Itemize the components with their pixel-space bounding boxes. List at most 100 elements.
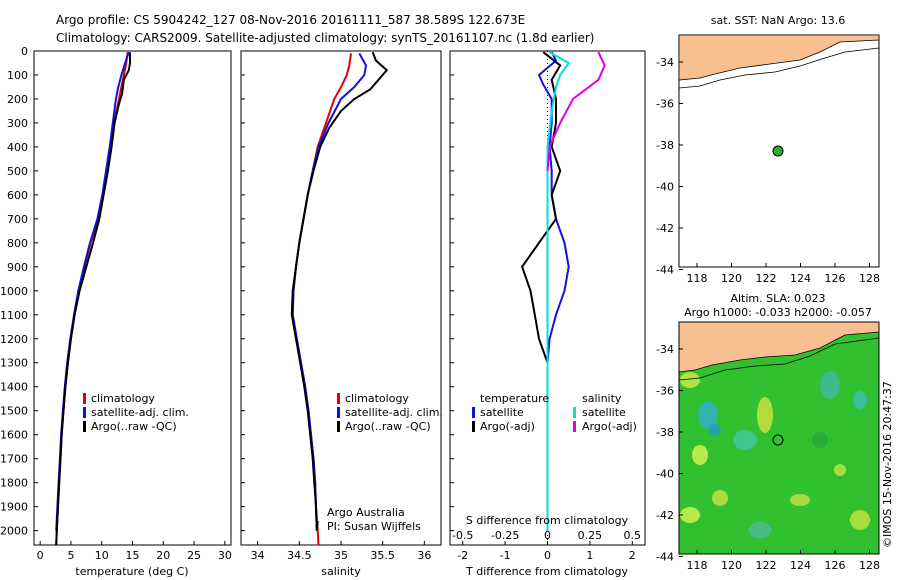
map-x-tick-label: 118 <box>687 272 708 285</box>
legend-swatch-argo <box>83 421 86 432</box>
sla-blob <box>680 372 700 388</box>
depth-tick-label: 1300 <box>0 357 28 370</box>
legend-swatch-argo <box>337 421 340 432</box>
legend-label: climatology <box>345 392 409 405</box>
map-x-tick-label: 124 <box>790 559 811 572</box>
sla-anomalies <box>680 371 870 538</box>
map-y-tick-label: -36 <box>656 98 674 111</box>
sla-blob <box>820 371 840 399</box>
map-y-tick-label: -34 <box>656 343 674 356</box>
depth-tick-label: 1900 <box>0 501 28 514</box>
depth-tick-label: 0 <box>21 45 28 58</box>
series-line <box>537 51 570 531</box>
map-bottom-ticks: -34 -36 -38 -40 -42 -44 118 120 122 124 126 128 <box>656 343 880 572</box>
salinity-panel <box>240 50 442 546</box>
depth-tick-label: 1600 <box>0 429 28 442</box>
series-line <box>546 51 571 531</box>
x-tick-label: 35 <box>334 549 348 562</box>
x-tick-label: 20 <box>156 549 170 562</box>
map-bottom-title-2: Argo h1000: -0.033 h2000: -0.057 <box>684 306 872 319</box>
x-tick-label: 35.5 <box>370 549 395 562</box>
series-line <box>291 52 368 531</box>
x-tick-label: 0 <box>544 549 551 562</box>
depth-tick-label: 200 <box>7 93 28 106</box>
legend-label: Argo(-adj) <box>582 420 637 433</box>
map-x-tick-label: 128 <box>859 559 880 572</box>
x-tick-label: 34.5 <box>287 549 312 562</box>
legend-swatch-climatology <box>83 393 86 404</box>
map-y-tick-label: -38 <box>656 139 674 152</box>
legend-title-salinity: salinity <box>582 392 622 405</box>
sla-blob <box>712 490 728 506</box>
legend-swatch-sal-argo <box>573 421 576 432</box>
argo-location-marker <box>772 434 784 446</box>
x-top-tick-label: -0.5 <box>452 529 473 542</box>
sla-blob <box>698 401 718 429</box>
depth-tick-label: 2000 <box>0 525 28 538</box>
depth-tick-label: 1100 <box>0 309 28 322</box>
difference-xlabel: T difference from climatology <box>465 565 628 578</box>
map-y-tick-label: -34 <box>656 56 674 69</box>
sla-blob <box>812 432 828 448</box>
map-x-tick-label: 122 <box>756 559 777 572</box>
x-top-tick-label: 0.5 <box>624 529 642 542</box>
map-top-ticks: -34 -36 -38 -40 -42 -44 118 120 122 124 126 128 <box>656 56 880 285</box>
depth-tick-label: 1700 <box>0 453 28 466</box>
isobath-line <box>679 337 879 381</box>
depth-tick-label: 900 <box>7 261 28 274</box>
difference-legend: temperature satellite Argo(-adj) salinit… <box>472 392 637 433</box>
title-line2: Climatology: CARS2009. Satellite-adjuste… <box>56 31 594 45</box>
x-tick-label: 2 <box>629 549 636 562</box>
difference-xlabel-top: S difference from climatology <box>466 514 629 527</box>
x-tick-label: -1 <box>500 549 511 562</box>
legend-swatch-sal-satellite <box>573 407 576 418</box>
map-x-tick-label: 120 <box>721 559 742 572</box>
legend-label: satellite-adj. clim. <box>345 406 443 419</box>
map-y-tick-label: -36 <box>656 385 674 398</box>
isobath-line <box>678 47 880 89</box>
legend-title-temperature: temperature <box>480 392 549 405</box>
x-tick-label: 36 <box>417 549 431 562</box>
map-y-tick-label: -44 <box>656 264 674 277</box>
x-top-tick-label: -0.25 <box>491 529 519 542</box>
map-y-tick-label: -38 <box>656 426 674 439</box>
legend-swatch-climatology <box>337 393 340 404</box>
depth-tick-label: 400 <box>7 141 28 154</box>
depth-tick-label: 1800 <box>0 477 28 490</box>
sla-blob <box>850 510 870 530</box>
sla-blob <box>757 397 773 433</box>
legend-swatch-temp-argo <box>472 421 475 432</box>
map-y-tick-label: -40 <box>656 181 674 194</box>
depth-tick-label: 1000 <box>0 285 28 298</box>
map-x-tick-label: 120 <box>721 272 742 285</box>
sla-blob <box>709 424 721 436</box>
series-line <box>291 53 352 546</box>
map-y-tick-label: -44 <box>656 551 674 564</box>
x-tick-label: 15 <box>126 549 140 562</box>
map-bottom <box>679 322 879 554</box>
credit-text: ©IMOS 15-Nov-2016 20:47:37 <box>881 381 894 548</box>
map-y-tick-label: -42 <box>656 222 674 235</box>
map-bottom-frame <box>678 321 880 555</box>
map-x-tick-label: 122 <box>756 272 777 285</box>
map-x-tick-label: 124 <box>790 272 811 285</box>
legend-swatch-temp-satellite <box>472 407 475 418</box>
legend-label: Argo(..raw -QC) <box>91 420 177 433</box>
depth-tick-label: 700 <box>7 213 28 226</box>
depth-tick-label: 1400 <box>0 381 28 394</box>
map-x-tick-label: 118 <box>687 559 708 572</box>
legend-label: climatology <box>91 392 155 405</box>
x-tick-label: 5 <box>67 549 74 562</box>
x-tick-label: 30 <box>218 549 232 562</box>
series-line <box>290 51 389 531</box>
depth-tick-label: 300 <box>7 117 28 130</box>
map-x-tick-label: 128 <box>859 272 880 285</box>
legend-label: satellite-adj. clim. <box>91 406 189 419</box>
sla-blob <box>834 464 846 476</box>
sla-blob <box>790 494 810 506</box>
legend-label: Argo(..raw -QC) <box>345 420 431 433</box>
map-y-tick-label: -42 <box>656 509 674 522</box>
depth-tick-label: 1200 <box>0 333 28 346</box>
